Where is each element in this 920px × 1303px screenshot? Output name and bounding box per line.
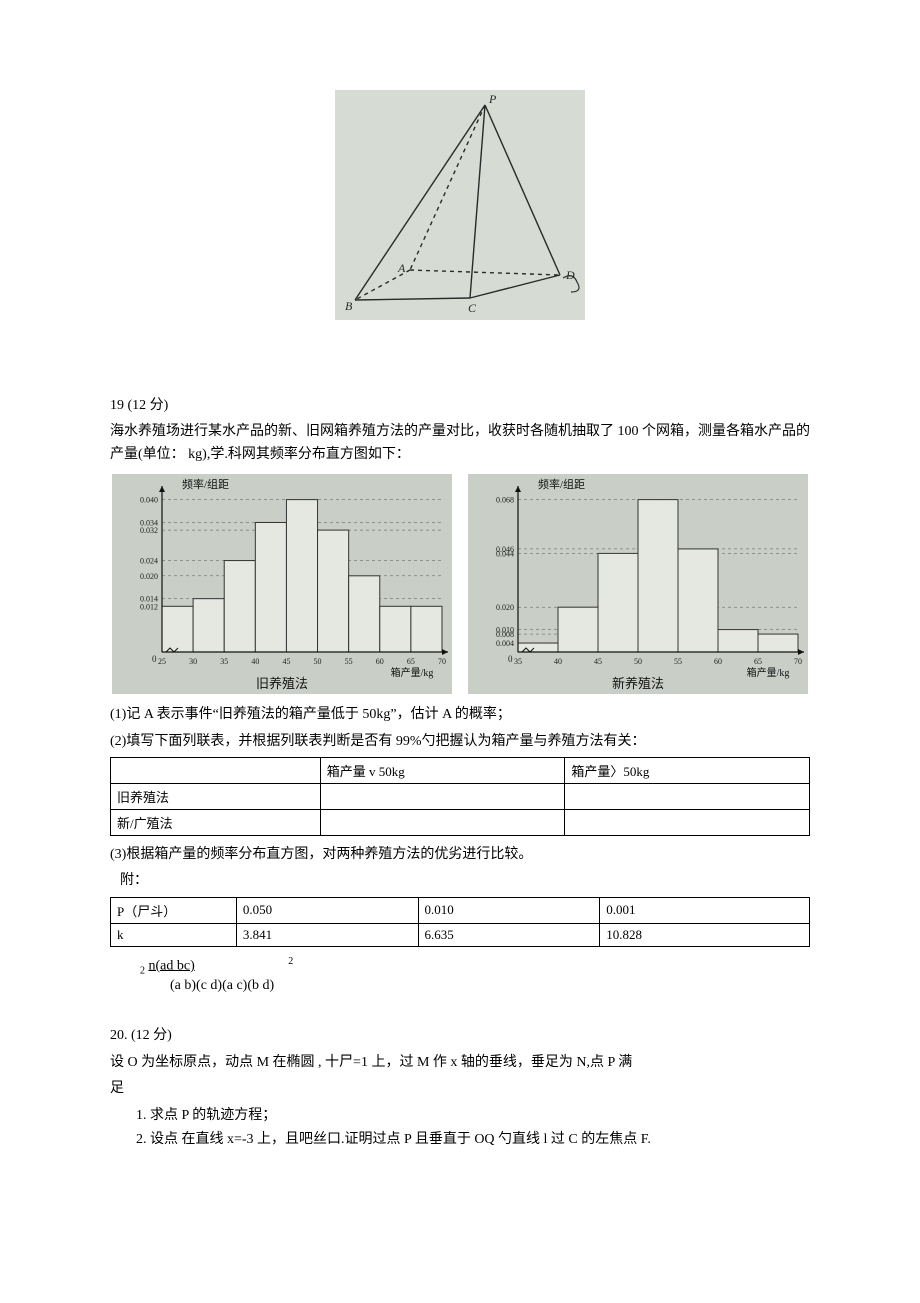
table-cell: k (111, 923, 237, 946)
svg-text:A: A (397, 261, 406, 275)
table-cell: 0.001 (600, 897, 810, 923)
svg-text:箱产量/kg: 箱产量/kg (747, 666, 790, 679)
table-cell (111, 757, 321, 783)
svg-text:60: 60 (376, 657, 384, 666)
svg-text:旧养殖法: 旧养殖法 (256, 676, 308, 691)
table-cell: 箱产量〉50kg (565, 757, 810, 783)
svg-text:35: 35 (220, 657, 228, 666)
q19-intro: 海水养殖场进行某水产品的新、旧网箱养殖方法的产量对比，收获时各随机抽取了 100… (110, 421, 810, 466)
q20-p2: 足 (110, 1078, 810, 1100)
svg-text:频率/组距: 频率/组距 (538, 477, 585, 491)
q19-3: (3)根据箱产量的频率分布直方图，对两种养殖方法的优劣进行比较。 (110, 844, 810, 866)
svg-text:40: 40 (251, 657, 259, 666)
svg-text:C: C (468, 301, 477, 315)
svg-text:箱产量/kg: 箱产量/kg (391, 666, 434, 679)
histogram-new: 0.0040.0080.0100.0200.0440.0460.06835404… (468, 474, 808, 694)
table-cell: 6.635 (418, 923, 600, 946)
svg-text:D: D (565, 268, 575, 282)
appendix-label: 附： (120, 870, 810, 892)
q19-heading: 19 (12 分) (110, 395, 810, 417)
svg-text:65: 65 (754, 657, 762, 666)
svg-text:40: 40 (554, 657, 562, 666)
svg-text:55: 55 (345, 657, 353, 666)
table-cell: 3.841 (236, 923, 418, 946)
svg-text:0.020: 0.020 (496, 603, 514, 612)
histogram-old: 0.0120.0140.0200.0240.0320.0340.04025303… (112, 474, 452, 694)
svg-text:0.020: 0.020 (140, 572, 158, 581)
table-cell: 0.050 (236, 897, 418, 923)
q20-sub2: 设点 在直线 x=-3 上，且吧丝口.证明过点 P 且垂直于 OQ 勺直线 l … (150, 1129, 810, 1151)
chi-square-formula: 2 n(ad bc) 2 (a b)(c d)(a c)(b d) (140, 955, 810, 996)
pyramid-figure: P B C D A (110, 90, 810, 325)
svg-text:70: 70 (794, 657, 802, 666)
svg-text:0.040: 0.040 (140, 496, 158, 505)
table-cell: 旧养殖法 (111, 783, 321, 809)
table-cell: 10.828 (600, 923, 810, 946)
q20-p1: 设 O 为坐标原点，动点 M 在椭圆 , 十尸=1 上，过 M 作 x 轴的垂线… (110, 1052, 810, 1074)
svg-text:0.010: 0.010 (496, 626, 514, 635)
table-cell: P（尸斗） (111, 897, 237, 923)
table-cell (320, 783, 565, 809)
svg-text:45: 45 (282, 657, 290, 666)
svg-text:60: 60 (714, 657, 722, 666)
svg-text:频率/组距: 频率/组距 (182, 477, 229, 491)
table-cell: 新/广殖法 (111, 809, 321, 835)
svg-text:25: 25 (158, 657, 166, 666)
svg-text:0.034: 0.034 (140, 519, 158, 528)
q20-subparts: 求点 P 的轨迹方程； 设点 在直线 x=-3 上，且吧丝口.证明过点 P 且垂… (150, 1105, 810, 1152)
svg-text:45: 45 (594, 657, 602, 666)
svg-text:65: 65 (407, 657, 415, 666)
contingency-table: 箱产量 v 50kg箱产量〉50kg 旧养殖法 新/广殖法 (110, 757, 810, 836)
q19-1: (1)记 A 表示事件“旧养殖法的箱产量低于 50kg”，估计 A 的概率； (110, 704, 810, 726)
svg-text:70: 70 (438, 657, 446, 666)
svg-text:50: 50 (314, 657, 322, 666)
q19-2: (2)填写下面列联表，并根据列联表判断是否有 99%勺把握认为箱产量与养殖方法有… (110, 731, 810, 753)
svg-text:B: B (345, 299, 353, 313)
svg-text:50: 50 (634, 657, 642, 666)
table-cell (320, 809, 565, 835)
svg-text:0: 0 (152, 654, 157, 664)
q20-heading: 20. (12 分) (110, 1025, 810, 1047)
k-table: P（尸斗）0.0500.0100.001 k3.8416.63510.828 (110, 897, 810, 947)
svg-text:新养殖法: 新养殖法 (612, 676, 664, 691)
table-cell (565, 783, 810, 809)
svg-text:0: 0 (508, 654, 513, 664)
svg-text:30: 30 (189, 657, 197, 666)
svg-text:P: P (488, 92, 497, 106)
svg-text:0.068: 0.068 (496, 496, 514, 505)
svg-text:55: 55 (674, 657, 682, 666)
table-cell (565, 809, 810, 835)
histogram-row: 0.0120.0140.0200.0240.0320.0340.04025303… (110, 474, 810, 694)
svg-text:0.014: 0.014 (140, 595, 158, 604)
table-cell: 0.010 (418, 897, 600, 923)
table-cell: 箱产量 v 50kg (320, 757, 565, 783)
q20-sub1: 求点 P 的轨迹方程； (150, 1105, 810, 1127)
svg-text:0.004: 0.004 (496, 639, 514, 648)
svg-text:0.046: 0.046 (496, 545, 514, 554)
svg-text:0.024: 0.024 (140, 557, 158, 566)
svg-text:35: 35 (514, 657, 522, 666)
